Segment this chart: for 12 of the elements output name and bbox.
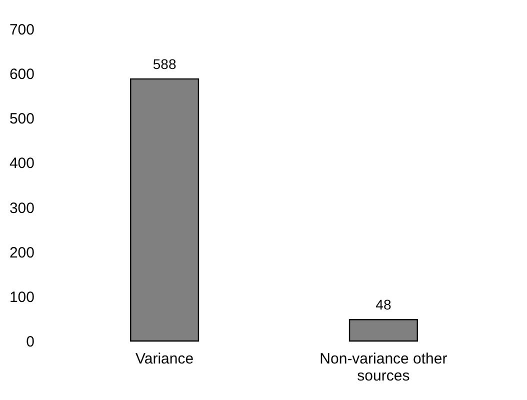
data-label: 588 [152,56,176,72]
y-tick-label: 200 [9,244,34,262]
y-tick-label: 100 [9,288,34,306]
data-label: 48 [376,296,392,313]
y-tick-label: 400 [9,155,34,172]
y-tick-label: 600 [9,66,34,84]
x-tick-label: Non-variance other sources [320,350,448,384]
x-tick-label: Variance [136,350,194,368]
y-tick-label: 300 [9,200,34,217]
y-tick-label: 0 [26,334,34,350]
y-tick-label: 700 [9,22,34,38]
y-tick-label: 500 [9,110,34,128]
